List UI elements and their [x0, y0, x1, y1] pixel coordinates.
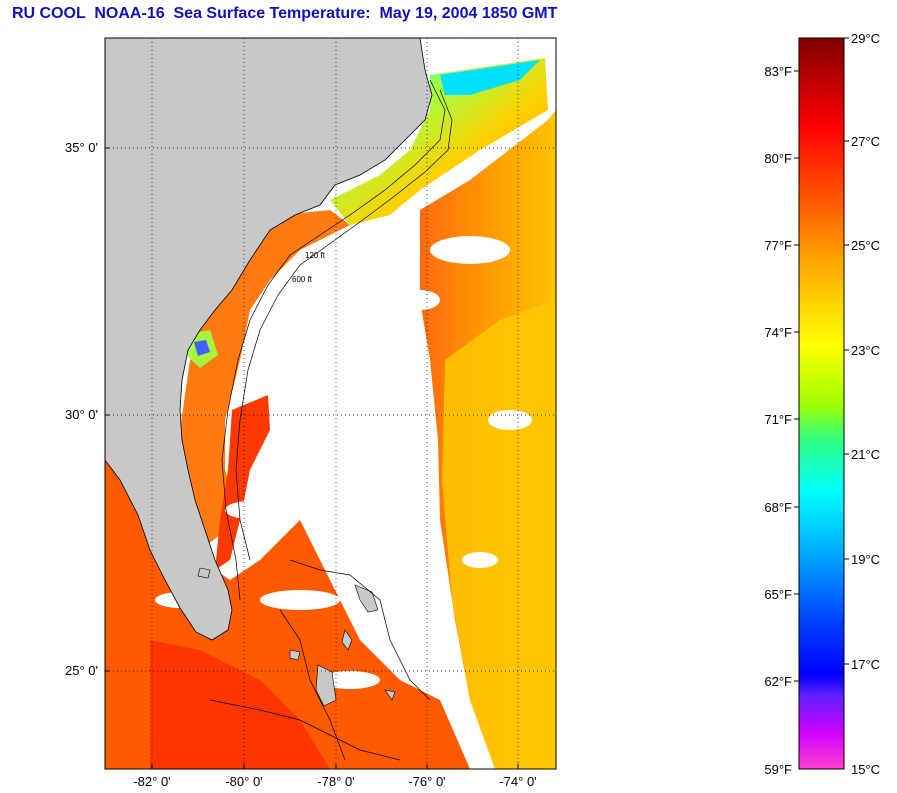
- title-datetime: May 19, 2004 1850 GMT: [379, 5, 558, 22]
- colorbar-gradient: [798, 37, 845, 770]
- title-satellite: NOAA-16: [94, 5, 165, 22]
- lon-tick-76: -76° 0': [408, 774, 445, 789]
- sst-northern-shelf: [330, 58, 548, 225]
- bathymetry-contours: [209, 79, 453, 761]
- map-plot-area: 120 ft 600 ft: [105, 38, 556, 769]
- lon-tick-82: -82° 0': [133, 774, 170, 789]
- cbar-f-71: 71°F: [764, 412, 792, 427]
- cbar-c-23: 23°C: [851, 343, 880, 358]
- land-southeast-us: [105, 38, 433, 641]
- sst-cyan-patch: [440, 60, 540, 95]
- colorbar: 83°F 80°F 77°F 74°F 71°F 68°F 65°F 62°F …: [764, 31, 880, 777]
- title-product: Sea Surface Temperature:: [173, 5, 371, 22]
- cbar-c-29: 29°C: [851, 31, 880, 46]
- cbar-f-80: 80°F: [764, 151, 792, 166]
- cbar-f-59: 59°F: [764, 762, 792, 777]
- sst-cold-eddy: [194, 340, 210, 356]
- sst-florida-current: [215, 395, 270, 570]
- land-bahamas: [197, 567, 396, 707]
- cbar-c-17: 17°C: [851, 657, 880, 672]
- cbar-f-77: 77°F: [764, 238, 792, 253]
- sst-straits-red: [150, 640, 330, 769]
- lon-tick-80: -80° 0': [225, 774, 262, 789]
- cbar-f-62: 62°F: [764, 674, 792, 689]
- cbar-f-68: 68°F: [764, 500, 792, 515]
- map-frame: [104, 37, 557, 770]
- lon-tick-78: -78° 0': [317, 774, 354, 789]
- map-title: RU COOL NOAA-16 Sea Surface Temperature:…: [12, 5, 557, 23]
- cbar-c-15: 15°C: [851, 762, 880, 777]
- contour-label-600ft: 600 ft: [292, 275, 313, 284]
- lon-tick-74: -74° 0': [499, 774, 536, 789]
- contour-label-120ft: 120 ft: [305, 251, 326, 260]
- lat-tick-35: 35° 0': [65, 140, 98, 155]
- cbar-f-74: 74°F: [764, 325, 792, 340]
- cbar-c-27: 27°C: [851, 134, 880, 149]
- cbar-f-83: 83°F: [764, 64, 792, 79]
- lat-tick-30: 30° 0': [65, 407, 98, 422]
- title-org: RU COOL: [12, 5, 86, 22]
- cbar-f-65: 65°F: [764, 587, 792, 602]
- lat-tick-25: 25° 0': [65, 663, 98, 678]
- cbar-c-21: 21°C: [851, 447, 880, 462]
- cbar-c-19: 19°C: [851, 552, 880, 567]
- cbar-c-25: 25°C: [851, 238, 880, 253]
- axis-ticks: [105, 147, 519, 769]
